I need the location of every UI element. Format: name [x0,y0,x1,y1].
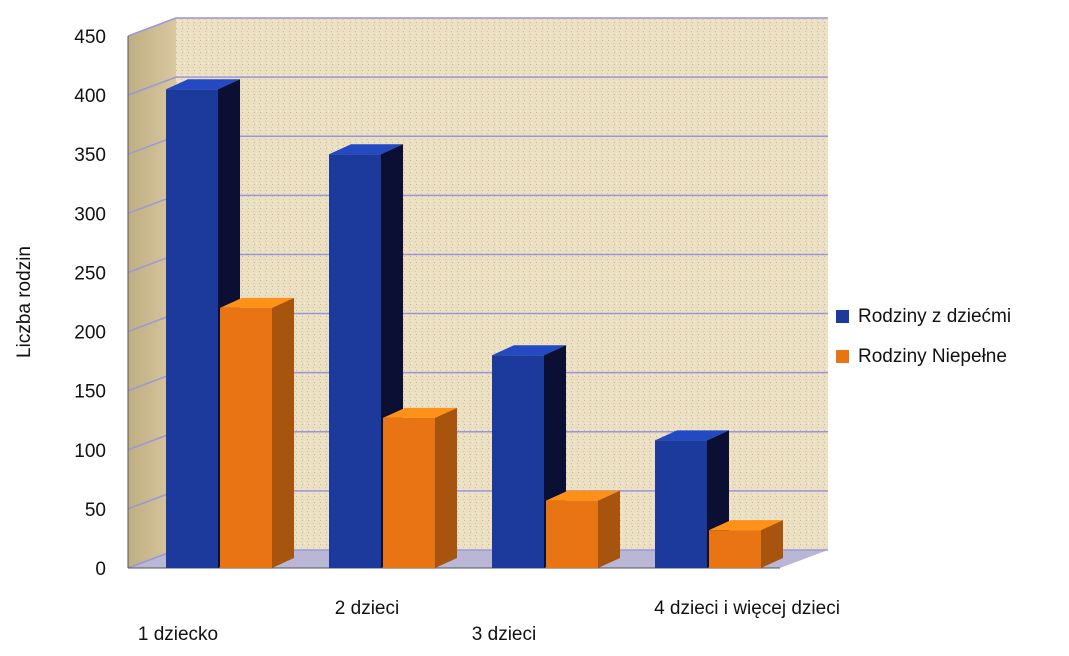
y-tick-label: 200 [74,323,106,344]
bar-front [166,89,218,568]
side-wall [128,18,176,568]
bar-rodziny-z-dziecmi [655,430,729,568]
bars-layer [166,79,783,568]
x-tick-label: 2 dzieci [335,598,399,619]
y-tick-label: 150 [74,382,106,403]
gridline [127,17,828,37]
y-tick-label: 300 [74,204,106,225]
y-tick-label: 350 [74,145,106,166]
bar-front [220,307,272,568]
legend: Rodziny z dziećmi Rodziny Niepełne [836,306,1011,367]
legend-label: Rodziny z dziećmi [858,306,1011,327]
floor [128,550,828,568]
legend-swatch [836,350,849,363]
bar-front [492,355,544,568]
bar-top [220,297,294,308]
bar-front [546,500,598,568]
y-tick-label: 100 [74,441,106,462]
bar-top [546,490,620,501]
x-tick-label: 3 dzieci [472,624,536,645]
bar-rodziny-niepelne [220,297,294,568]
y-tick-label: 0 [95,559,106,580]
bar-top [166,79,240,90]
bar-rodziny-niepelne [709,520,783,568]
bar-top [709,520,783,531]
bar-top [492,345,566,356]
bar-rodziny-niepelne [383,407,457,568]
legend-swatch [836,310,849,323]
x-tick-label: 1 dziecko [138,624,218,645]
bar-side [761,520,783,568]
y-tick-label: 400 [74,86,106,107]
y-tick-label: 250 [74,263,106,284]
y-axis-title: Liczba rodzin [14,246,35,358]
bar-side [272,297,294,568]
bar-top [329,144,403,155]
bar-top [383,407,457,418]
bar-front [329,154,381,568]
bar-front [383,417,435,568]
bar-side [435,407,457,568]
gridline [127,76,828,96]
bar-rodziny-niepelne [546,490,620,568]
labels-layer: 0 50 100 150 200 250 300 350 400 450 Liczba rodzin… [14,27,840,645]
x-tick-label: 4 dzieci i więcej dzieci [654,598,840,619]
bar-top [655,430,729,441]
y-tick-label: 50 [85,500,106,521]
legend-label: Rodziny Niepełne [858,346,1007,367]
bar-front [709,530,761,568]
bar-side [598,490,620,568]
bar-front [655,440,707,568]
y-tick-label: 450 [74,27,106,48]
